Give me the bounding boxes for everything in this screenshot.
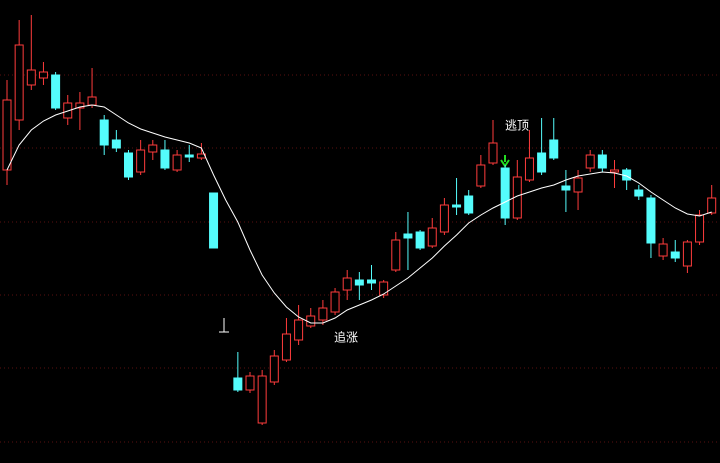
candle-body	[269, 355, 279, 383]
candle-body	[87, 96, 97, 106]
candle-body	[379, 281, 389, 296]
candle-body	[707, 197, 717, 214]
candle-body	[51, 74, 61, 109]
candle-body	[111, 139, 121, 149]
candle-body	[342, 277, 352, 291]
candle-body	[476, 164, 486, 187]
marker	[219, 318, 229, 333]
candle-body	[537, 152, 547, 173]
candle-body	[561, 185, 571, 191]
candle-body	[233, 377, 243, 391]
candle-body	[585, 154, 595, 169]
annotation: 追涨	[334, 330, 358, 345]
candle-body	[245, 375, 255, 391]
candle-body	[549, 139, 559, 159]
candle-body	[318, 307, 328, 321]
candle-body	[184, 154, 194, 158]
candle-body	[439, 204, 449, 233]
annotation: 逃顶	[505, 119, 529, 133]
candle-body	[26, 69, 36, 86]
candle-body	[367, 279, 376, 284]
candle-body	[136, 149, 146, 173]
candle-body	[99, 119, 109, 146]
candle-body	[682, 241, 692, 267]
candle-body	[75, 102, 85, 109]
candle-body	[330, 291, 340, 313]
candle-body	[464, 195, 474, 214]
candle-body	[172, 154, 182, 171]
candle-body	[658, 243, 668, 257]
candle-body	[634, 189, 644, 197]
candle-body	[488, 142, 498, 164]
candle-body	[294, 319, 304, 341]
moving-average	[6, 104, 712, 324]
candle-body	[452, 204, 462, 208]
candle-body	[597, 154, 607, 169]
candle-body	[281, 333, 291, 361]
candle-body	[610, 169, 619, 173]
candle-body	[306, 315, 316, 327]
candle-body	[257, 375, 267, 424]
candle-body	[38, 71, 48, 79]
candle-body	[415, 231, 425, 249]
candle-body	[573, 177, 583, 193]
candle-body	[14, 44, 24, 121]
candle-body	[427, 227, 437, 247]
candle-body	[646, 197, 656, 244]
candle-body	[695, 214, 705, 243]
candle-body	[670, 251, 680, 259]
candle-body	[500, 167, 510, 219]
candle-body	[2, 99, 12, 171]
candle-body	[160, 149, 170, 169]
candle-body	[391, 239, 401, 271]
candle-body	[354, 279, 364, 286]
candle-body	[403, 233, 413, 239]
candle-body	[148, 144, 158, 153]
candle-body	[209, 192, 219, 249]
candle-body	[124, 152, 133, 178]
candle-body	[524, 157, 534, 181]
sell-arrow	[500, 155, 510, 168]
